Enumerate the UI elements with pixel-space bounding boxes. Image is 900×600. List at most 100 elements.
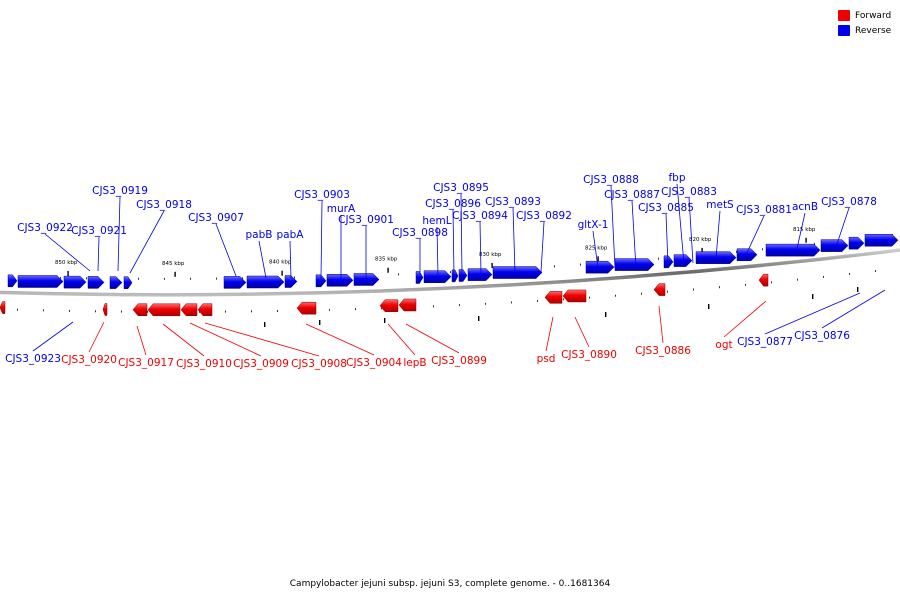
scale-ticks: 850 kbp 845 kbp 840 kbp 835 kbp 830 kbp 825 k…: [8, 227, 893, 327]
gene-label-cjs3-0923: CJS3_0923: [5, 353, 61, 365]
scale-minor-tick: [554, 265, 555, 268]
legend: Forward Reverse: [838, 8, 891, 38]
gene-label-cjs3-0922: CJS3_0922: [17, 222, 73, 234]
forward-gene-arrow: [102, 303, 108, 316]
scale-minor-tick: [814, 242, 815, 245]
reverse-gene-arrow: [87, 276, 105, 289]
scale-minor-tick: [745, 283, 746, 286]
forward-gene-arrow: [653, 283, 666, 296]
leader-line: [460, 193, 463, 276]
scale-major-tick: [387, 267, 389, 273]
scale-major-tick: [67, 271, 69, 277]
gene-label-cjs3-0887: CJS3_0887: [604, 189, 660, 201]
gene-label-mets: metS: [706, 199, 734, 211]
gene-features: CJS3_0922CJS3_0921CJS3_0919CJS3_0918CJS3…: [0, 172, 899, 370]
leader-line: [479, 221, 482, 275]
gene-label-cjs3-0910: CJS3_0910: [176, 358, 232, 370]
legend-forward: Forward: [838, 8, 891, 23]
scale-minor-tick: [537, 299, 538, 302]
scale-major-tick: [319, 320, 321, 325]
gene-label-cjs3-0920: CJS3_0920: [61, 354, 117, 366]
scale-minor-tick: [43, 309, 44, 312]
leader-line: [540, 221, 545, 273]
forward-swatch: [838, 10, 850, 21]
scale-minor-tick: [459, 304, 460, 307]
reverse-gene-arrow: [415, 271, 424, 284]
scale-major-tick: [812, 294, 814, 299]
leader-line: [834, 207, 850, 251]
leader-line: [665, 213, 669, 266]
leader-line: [387, 323, 416, 356]
leader-line: [512, 207, 516, 274]
gene-label-cjs3-0901: CJS3_0901: [338, 214, 394, 226]
scale-minor-tick: [86, 277, 87, 280]
scale-minor-tick: [251, 310, 252, 313]
scale-minor-tick: [615, 294, 616, 297]
scale-minor-tick: [849, 273, 850, 276]
gene-label-cjs3-0885: CJS3_0885: [638, 202, 694, 214]
leader-line: [744, 215, 765, 258]
forward-gene-arrow: [180, 303, 198, 317]
leader-line: [129, 210, 165, 274]
scale-minor-tick: [121, 310, 122, 313]
leader-line: [215, 223, 237, 277]
gene-label-cjs3-0890: CJS3_0890: [561, 349, 617, 361]
gene-label-lepb: lepB: [403, 357, 426, 369]
gene-label-mura: murA: [327, 203, 356, 215]
gene-label-cjs3-0908: CJS3_0908: [291, 358, 347, 370]
scale-minor-tick: [693, 288, 694, 291]
scale-major-tick: [264, 322, 266, 327]
reverse-gene-arrow: [353, 273, 380, 286]
leader-line: [97, 236, 100, 272]
genome-caption: Campylobacter jejuni subsp. jejuni S3, c…: [289, 579, 611, 589]
scale-minor-tick: [398, 273, 399, 276]
reverse-gene-arrow: [63, 275, 87, 289]
leader-line: [44, 233, 91, 272]
scale-label: 840 kbp: [269, 260, 292, 266]
gene-label-cjs3-0895: CJS3_0895: [433, 182, 489, 194]
scale-label: 825 kbp: [585, 245, 608, 251]
scale-minor-tick: [225, 310, 226, 313]
scale-minor-tick: [95, 310, 96, 313]
gene-label-cjs3-0881: CJS3_0881: [736, 204, 792, 216]
scale-minor-tick: [381, 307, 382, 310]
gene-label-cjs3-0899: CJS3_0899: [431, 355, 487, 367]
leader-line: [88, 321, 105, 353]
forward-gene-arrow: [379, 299, 399, 312]
reverse-gene-arrow: [614, 258, 655, 271]
scale-major-tick: [701, 247, 703, 253]
leader-line: [631, 200, 637, 269]
gene-label-acnb: acnB: [792, 201, 818, 213]
scale-minor-tick: [433, 305, 434, 308]
scale-minor-tick: [641, 292, 642, 295]
scale-minor-tick: [875, 270, 876, 273]
scale-minor-tick: [190, 277, 191, 280]
scale-minor-tick: [719, 286, 720, 289]
gene-label-cjs3-0893: CJS3_0893: [485, 196, 541, 208]
reverse-gene-arrow: [663, 255, 674, 269]
scale-minor-tick: [580, 263, 581, 266]
gene-label-cjs3-0886: CJS3_0886: [635, 345, 691, 357]
leader-line: [32, 321, 74, 352]
scale-minor-tick: [147, 310, 148, 313]
gene-label-paba: pabA: [277, 229, 305, 241]
leader-line: [795, 212, 806, 254]
leader-line: [676, 183, 685, 265]
leader-line: [305, 323, 375, 356]
reverse-gene-arrow: [765, 243, 821, 257]
scale-minor-tick: [17, 308, 18, 311]
scale-major-tick: [174, 271, 176, 277]
leader-line: [723, 300, 767, 338]
forward-gene-arrow: [758, 273, 769, 287]
scale-label: 815 kbp: [793, 227, 816, 233]
gene-label-cjs3-0896: CJS3_0896: [425, 198, 481, 210]
scale-major-tick: [491, 262, 493, 268]
reverse-gene-arrow: [585, 260, 615, 274]
leader-line: [688, 197, 694, 264]
gene-label-cjs3-0898: CJS3_0898: [392, 227, 448, 239]
leader-line: [320, 200, 323, 280]
scale-minor-tick: [216, 277, 217, 280]
scale-minor-tick: [797, 278, 798, 281]
forward-gene-arrow: [398, 298, 417, 312]
leader-line: [610, 185, 616, 269]
